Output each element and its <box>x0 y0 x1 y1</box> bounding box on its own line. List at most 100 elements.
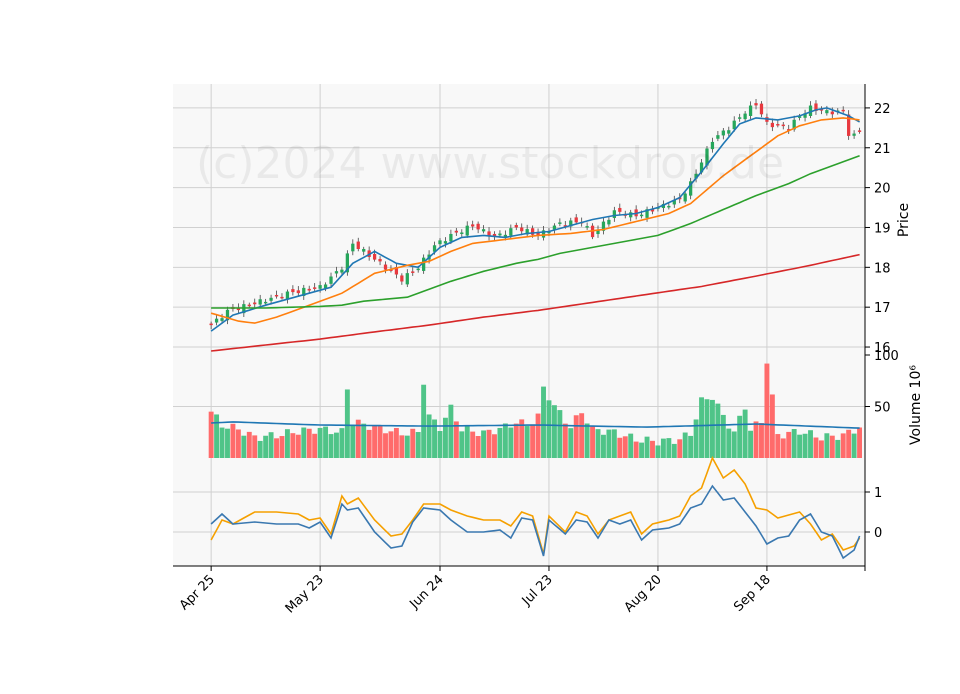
candle-down <box>814 103 818 112</box>
volume-bar-down <box>295 434 301 458</box>
candle-down <box>247 304 251 307</box>
volume-bar-down <box>829 435 835 458</box>
volume-bar-down <box>590 425 596 458</box>
candle-down <box>487 231 491 237</box>
volume-bar-down <box>410 428 416 458</box>
volume-bar-down <box>840 433 846 458</box>
volume-bar-up <box>699 397 704 458</box>
candle-up <box>645 209 649 218</box>
price-panel: 16 17 18 19 20 21 22 Price <box>173 84 912 356</box>
candle-up <box>629 212 633 218</box>
volume-bar-down <box>235 429 241 458</box>
volume-bar-down <box>535 413 541 458</box>
oscillator-fast-line <box>210 456 861 555</box>
price-y-tick-label: 19 <box>874 221 891 236</box>
candle-down <box>253 302 257 305</box>
volume-bar-down <box>388 431 394 458</box>
candle-down <box>520 227 524 232</box>
volume-bar-up <box>464 426 470 458</box>
volume-bar-down <box>355 419 361 458</box>
candle-down <box>787 129 791 131</box>
volume-bar-up <box>339 428 345 458</box>
oscillator-panel: 01 <box>173 456 882 566</box>
volume-bar-down <box>279 436 285 458</box>
volume-bar-down <box>208 411 214 458</box>
volume-bar-up <box>268 432 274 458</box>
candle-up <box>432 245 437 252</box>
candle-up <box>792 119 796 130</box>
candle-up <box>329 276 333 284</box>
volume-bar-up <box>344 389 350 458</box>
candle-up <box>509 228 513 236</box>
candle-up <box>465 225 469 236</box>
volume-bar-down <box>290 433 296 458</box>
volume-bar-up <box>557 410 563 458</box>
volume-ma-line <box>211 421 860 429</box>
candle-up <box>552 225 557 230</box>
volume-bar-up <box>415 432 421 458</box>
volume-bar-up <box>328 434 334 458</box>
volume-bar-up <box>481 430 487 458</box>
watermark: (c)2024 www.stockdrop.de <box>196 138 784 189</box>
volume-bar-up <box>241 435 247 458</box>
volume-bar-down <box>312 433 318 458</box>
volume-bar-up <box>639 442 645 458</box>
volume-bar-up <box>682 432 688 458</box>
volume-bar-up <box>797 434 803 458</box>
volume-bar-down <box>492 434 497 458</box>
candle-up <box>803 113 807 118</box>
volume-bar-down <box>486 429 492 458</box>
volume-bar-up <box>508 427 514 458</box>
candle-up <box>263 301 268 304</box>
volume-bar-down <box>780 438 786 458</box>
volume-bar-up <box>671 443 677 458</box>
ma-fast-line <box>210 107 860 332</box>
volume-bar-up <box>437 431 443 458</box>
volume-bar-up <box>442 417 448 458</box>
candle-up <box>481 229 486 232</box>
volume-y-tick-label: 50 <box>874 401 891 416</box>
volume-bar-down <box>246 431 252 458</box>
volume-bar-down <box>650 440 655 458</box>
volume-bar-down <box>475 436 481 458</box>
candle-up <box>710 141 715 150</box>
volume-bar-up <box>546 400 552 458</box>
candle-up <box>743 113 747 120</box>
candle-down <box>650 209 655 212</box>
volume-bar-up <box>742 409 748 458</box>
candle-up <box>727 130 731 134</box>
candle-up <box>214 318 219 323</box>
candle-up <box>460 232 464 234</box>
volume-bar-up <box>448 404 454 458</box>
volume-bar-up <box>432 419 437 458</box>
candle-up <box>323 284 328 289</box>
candle-up <box>558 222 562 224</box>
candle-up <box>596 229 600 235</box>
volume-bar-up <box>334 432 339 458</box>
volume-bar-up <box>225 428 230 458</box>
volume-bar-up <box>748 430 754 458</box>
volume-bar-up <box>541 386 546 458</box>
volume-bar-up <box>606 429 612 458</box>
volume-bar-up <box>709 399 715 458</box>
candle-up <box>525 229 529 235</box>
candle-up <box>699 162 704 173</box>
volume-bar-up <box>601 434 606 458</box>
volume-bar-up <box>263 435 269 458</box>
candle-down <box>770 122 775 128</box>
candle-down <box>819 108 824 111</box>
volume-bar-down <box>813 437 819 458</box>
candle-up <box>345 253 349 273</box>
price-y-tick-label: 20 <box>874 182 891 197</box>
candle-up <box>825 110 829 114</box>
ma-slow-line <box>211 154 860 309</box>
candle-up <box>683 193 687 202</box>
volume-bar-down <box>252 435 258 458</box>
volume-bar-up <box>421 384 427 458</box>
candle-up <box>220 318 224 321</box>
volume-bar-up <box>791 429 797 458</box>
volume-bar-down <box>759 423 764 458</box>
candle-up <box>547 231 551 234</box>
price-y-tick-label: 21 <box>874 142 891 157</box>
